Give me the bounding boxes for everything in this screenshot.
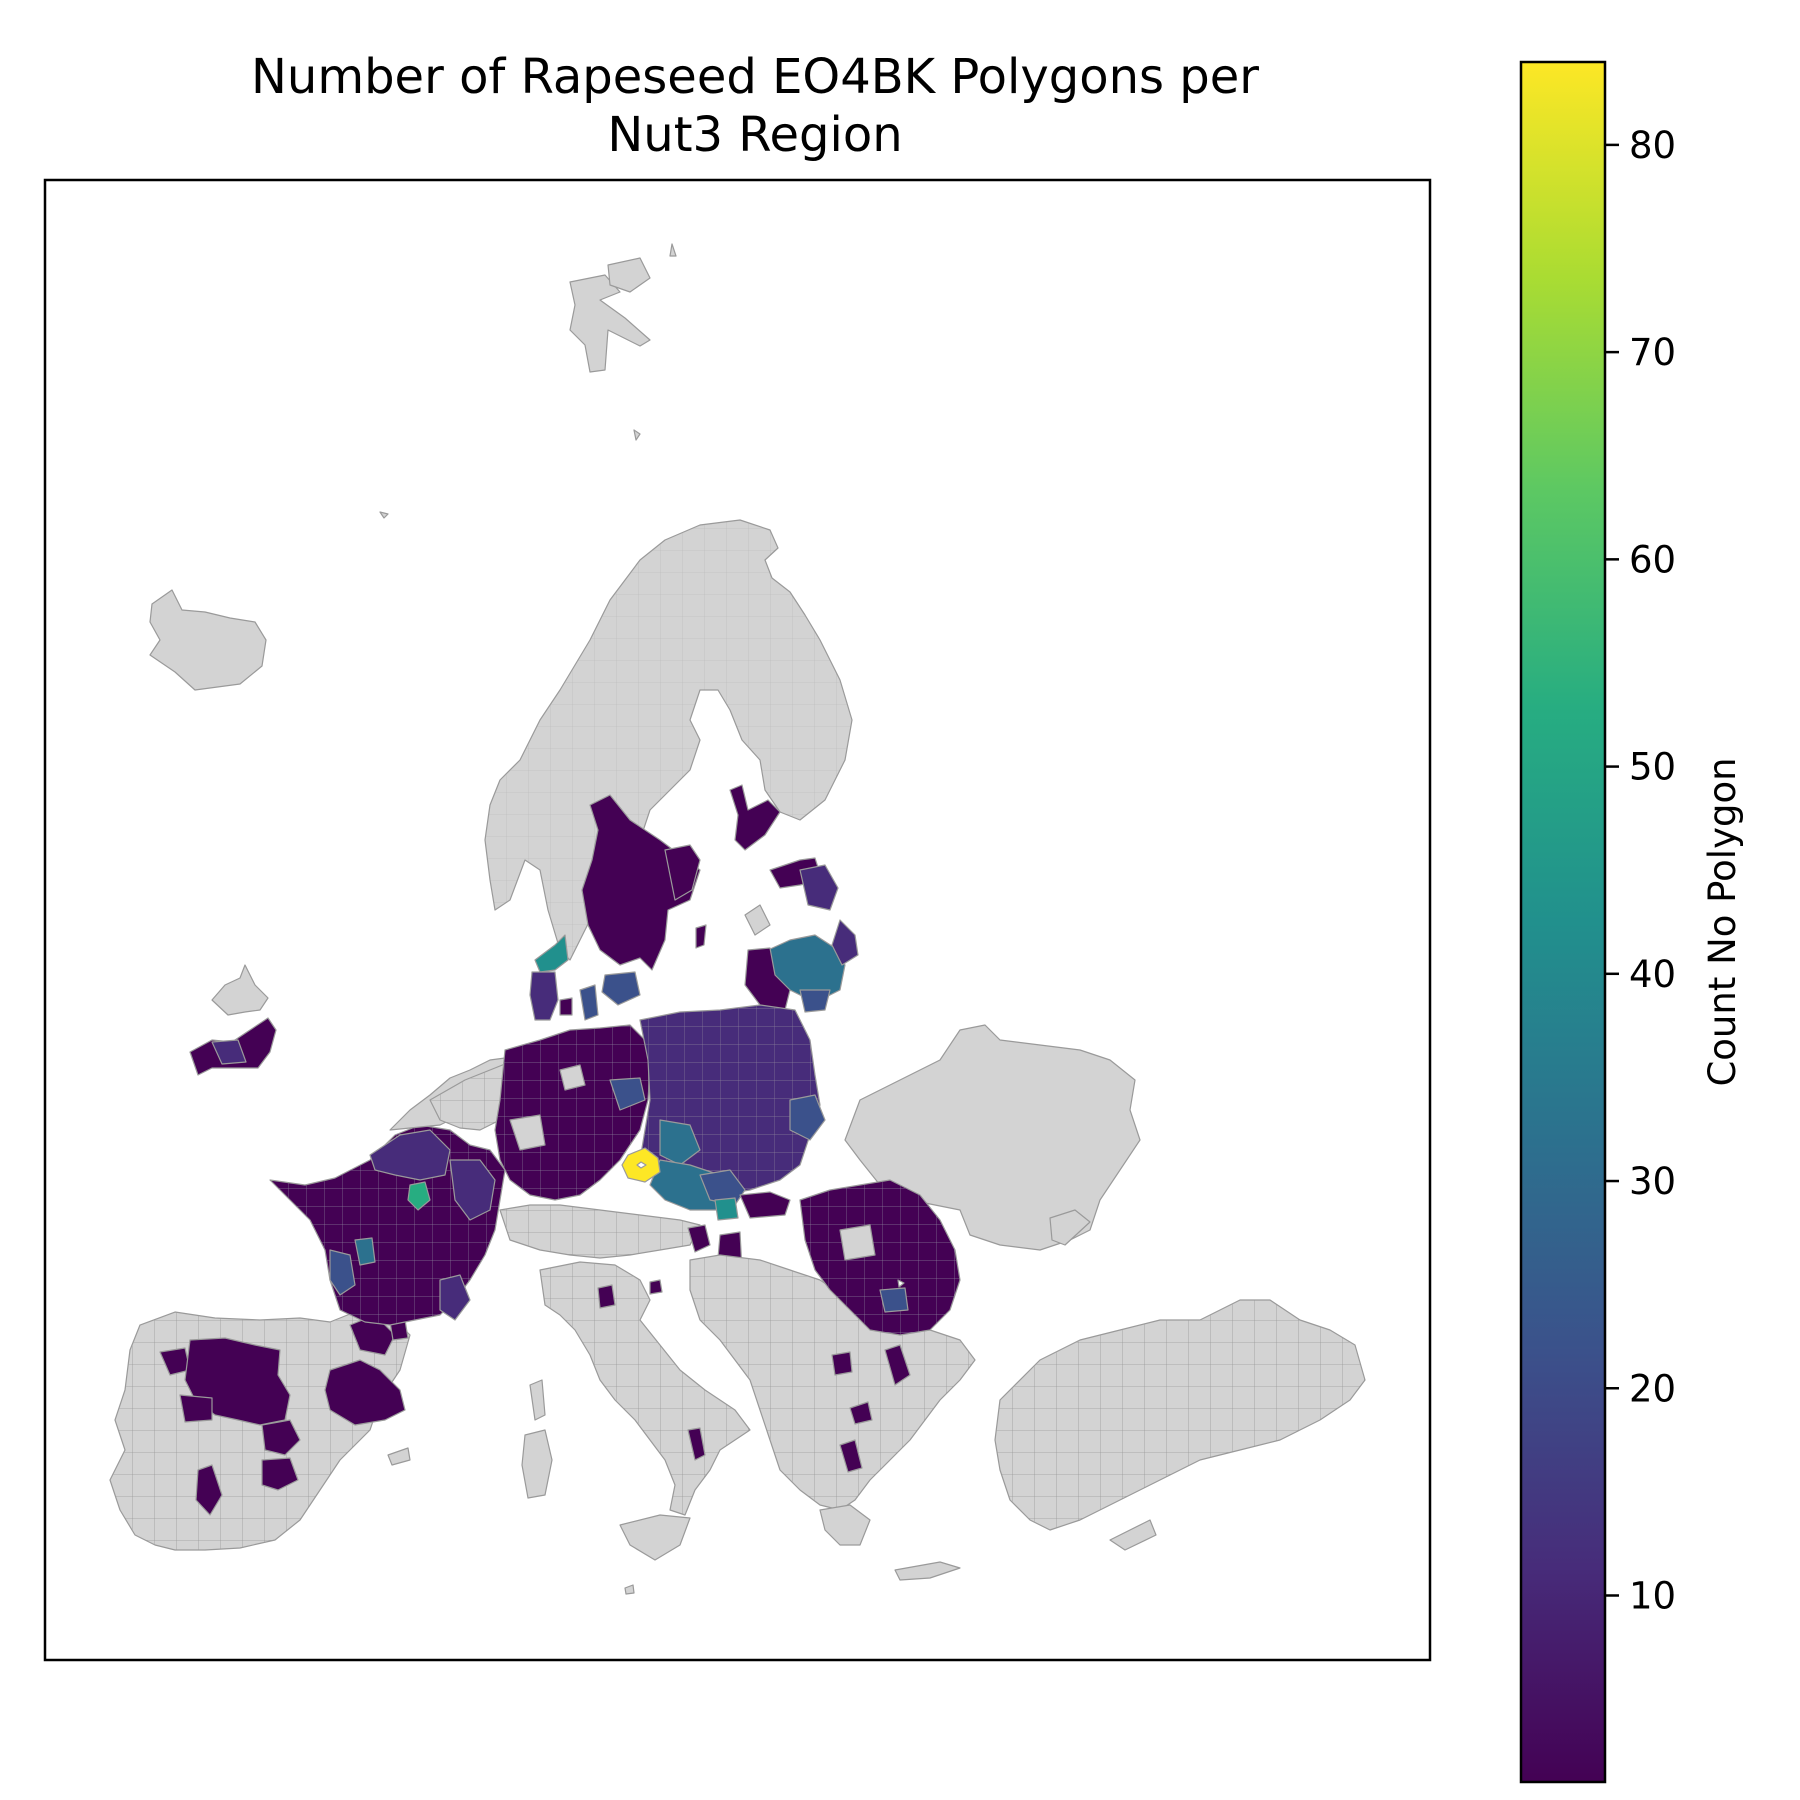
colorbar-tick-label: 60 xyxy=(1629,538,1676,581)
sweden-island xyxy=(695,924,707,949)
lithuania-sw xyxy=(799,989,831,1013)
svalbard xyxy=(569,274,651,373)
ireland-mid xyxy=(211,1039,247,1065)
turkey-lines xyxy=(995,1300,1365,1530)
sardinia xyxy=(521,1429,553,1499)
czech-east xyxy=(699,1169,746,1206)
colorbar-gradient xyxy=(1519,60,1607,1784)
cyprus xyxy=(1109,1519,1157,1551)
iceland xyxy=(149,589,267,691)
bulgaria-4 xyxy=(839,1439,863,1473)
germany-grey-patch-2 xyxy=(559,1064,586,1091)
italy-north-2 xyxy=(649,1279,663,1295)
spain-center xyxy=(261,1419,301,1456)
germany-east xyxy=(609,1077,646,1111)
colorbar-tick-label: 50 xyxy=(1629,746,1676,789)
svalbard-east xyxy=(607,257,651,293)
france-central xyxy=(407,1181,431,1211)
spain-east xyxy=(324,1359,406,1426)
romania-mid xyxy=(879,1287,909,1313)
finland-west xyxy=(729,784,781,851)
crete xyxy=(894,1561,961,1581)
germany-grey-patch-1 xyxy=(509,1114,546,1151)
bulgaria-3 xyxy=(849,1401,873,1425)
uk-north xyxy=(211,964,269,1016)
poland-southwest xyxy=(659,1119,701,1166)
crimea xyxy=(1049,1209,1091,1246)
france-east xyxy=(449,1159,496,1221)
france-lines xyxy=(270,1125,505,1325)
gotland-like xyxy=(744,904,771,936)
romania-grey-1 xyxy=(839,1224,876,1261)
romania-lines xyxy=(800,1180,960,1335)
germany-lines xyxy=(495,1025,650,1200)
spain-south-1 xyxy=(195,1464,223,1516)
italy-north-1 xyxy=(597,1284,616,1309)
latvia-east xyxy=(799,864,839,911)
sicily xyxy=(619,1514,691,1561)
jan-mayen xyxy=(633,429,641,441)
malta xyxy=(624,1584,635,1595)
france-sw-coast xyxy=(329,1249,356,1296)
bulgaria-2 xyxy=(884,1344,911,1386)
hungary-west xyxy=(714,1197,739,1221)
greece-peloponnese xyxy=(819,1504,871,1546)
colorbar-tick-label: 20 xyxy=(1629,1367,1676,1410)
denmark-jutland xyxy=(529,971,559,1021)
lithuania-south xyxy=(744,947,791,1011)
sweden-south xyxy=(581,794,701,971)
colorbar-tick-label: 40 xyxy=(1629,953,1676,996)
sweden-skane xyxy=(601,971,641,1006)
balearic xyxy=(387,1447,411,1466)
france-southeast xyxy=(439,1274,471,1321)
slovakia xyxy=(739,1191,791,1219)
denmark-small xyxy=(559,997,573,1016)
spain-south-2 xyxy=(261,1457,299,1491)
france-north xyxy=(369,1129,451,1181)
chart-title: Number of Rapeseed EO4BK Polygons per Nu… xyxy=(45,48,1465,164)
colorbar-tick-label: 10 xyxy=(1629,1574,1676,1617)
sweden-east xyxy=(664,844,701,901)
svalbard-islet xyxy=(669,243,677,257)
colorbar-tick-label: 80 xyxy=(1629,124,1676,167)
corsica xyxy=(529,1379,546,1421)
spain-west xyxy=(179,1394,213,1423)
hotspot-center xyxy=(636,1161,647,1169)
austria-1 xyxy=(687,1224,711,1253)
colorbar: 10 20 30 40 50 60 70 80 Count No Polygon xyxy=(1519,60,1744,1784)
chart-title-line-1: Number of Rapeseed EO4BK Polygons per xyxy=(250,49,1260,105)
chart-title-line-2: Nut3 Region xyxy=(607,107,903,163)
colorbar-tick-label: 70 xyxy=(1629,331,1676,374)
map-regions xyxy=(109,243,1366,1595)
denmark-islands xyxy=(579,984,599,1021)
colorbar-tick-label: 30 xyxy=(1629,1160,1676,1203)
latvia-north xyxy=(831,919,859,966)
faroe-islet xyxy=(379,511,389,519)
norway-lines xyxy=(485,520,852,960)
balkans-lines xyxy=(690,1255,975,1510)
romania-white xyxy=(897,1279,905,1288)
poland-east-border xyxy=(789,1094,826,1141)
colorbar-ticks: 10 20 30 40 50 60 70 80 xyxy=(1605,124,1676,1617)
colorbar-label: Count No Polygon xyxy=(1701,757,1744,1086)
alps-lines xyxy=(500,1205,700,1258)
france-southwest xyxy=(354,1237,376,1266)
bulgaria-1 xyxy=(831,1351,853,1376)
italy-south xyxy=(687,1427,706,1461)
